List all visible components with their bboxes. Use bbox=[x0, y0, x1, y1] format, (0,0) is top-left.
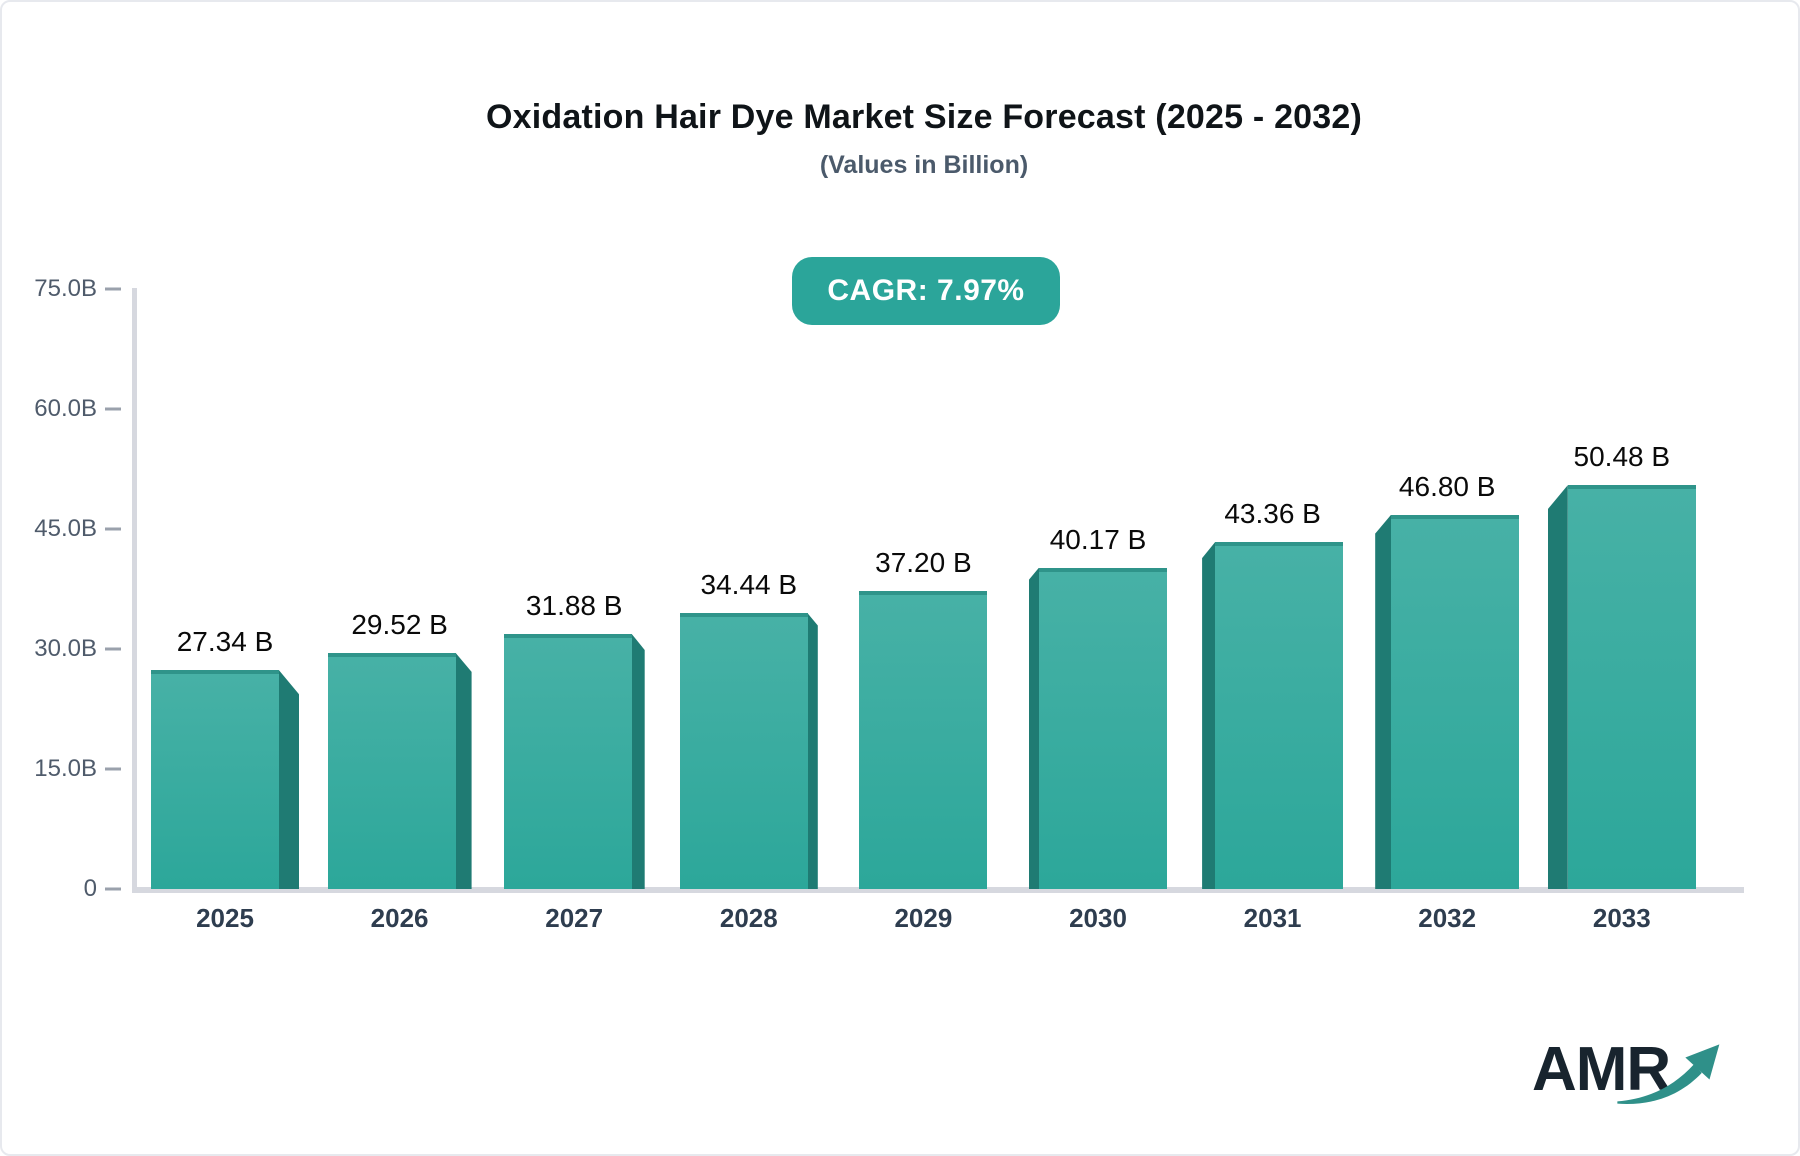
y-axis-tick-label: 75.0B bbox=[34, 275, 97, 302]
bar-value-label: 50.48 B bbox=[1573, 441, 1671, 473]
bar-side-face-2025 bbox=[279, 670, 299, 889]
y-axis-tick bbox=[105, 647, 121, 651]
y-axis-tick-label: 30.0B bbox=[34, 635, 97, 662]
bar-side-face-2028 bbox=[807, 613, 818, 889]
x-axis-label: 2025 bbox=[196, 903, 254, 933]
x-axis-label: 2030 bbox=[1069, 903, 1127, 933]
bar-2033 bbox=[1567, 485, 1696, 889]
y-axis-tick-label: 60.0B bbox=[34, 395, 97, 422]
x-axis-label: 2028 bbox=[719, 903, 778, 933]
bar-side-face-2027 bbox=[631, 633, 645, 889]
x-axis-baseline bbox=[132, 887, 1744, 893]
bar-side-face-2031 bbox=[1202, 542, 1216, 889]
bar-value-label: 29.52 B bbox=[351, 608, 448, 640]
bar-2027 bbox=[503, 633, 632, 889]
y-axis-line bbox=[132, 288, 137, 892]
x-axis-label: 2032 bbox=[1418, 903, 1477, 933]
bar-2025 bbox=[151, 670, 279, 889]
y-axis-tick bbox=[105, 407, 121, 411]
y-axis-tick-label: 0 bbox=[83, 875, 97, 902]
chart-title: Oxidation Hair Dye Market Size Forecast … bbox=[485, 98, 1363, 136]
x-axis-label: 2026 bbox=[370, 903, 429, 933]
amr-logo: AMR bbox=[1532, 1032, 1722, 1122]
bar-2031 bbox=[1215, 542, 1344, 889]
bar-side-face-2032 bbox=[1375, 514, 1392, 889]
bar-side-face-2026 bbox=[455, 652, 472, 889]
y-axis-tick bbox=[105, 887, 121, 891]
bar-value-label: 31.88 B bbox=[525, 589, 623, 621]
x-axis-label: 2029 bbox=[894, 903, 953, 933]
bar-2026 bbox=[327, 652, 456, 889]
amr-logo-text: AMR bbox=[1532, 1035, 1671, 1104]
bar-value-label: 37.20 B bbox=[875, 547, 972, 579]
bar-2029 bbox=[859, 591, 988, 889]
y-axis-tick bbox=[105, 767, 121, 771]
bar-2030 bbox=[1039, 567, 1167, 889]
y-axis-tick-label: 15.0B bbox=[34, 755, 97, 782]
cagr-badge: CAGR: 7.97% bbox=[792, 257, 1060, 325]
bar-value-label: 46.80 B bbox=[1398, 470, 1496, 502]
y-axis-tick bbox=[105, 287, 121, 291]
y-axis-tick bbox=[105, 527, 121, 531]
bar-value-label: 43.36 B bbox=[1224, 498, 1321, 530]
x-axis-label: 2027 bbox=[545, 903, 604, 933]
bar-value-label: 40.17 B bbox=[1049, 523, 1147, 555]
bar-value-label: 34.44 B bbox=[700, 569, 798, 601]
y-axis-tick-label: 45.0B bbox=[34, 515, 97, 542]
chart-subtitle: (Values in Billion) bbox=[819, 151, 1029, 179]
bar-side-face-2033 bbox=[1547, 485, 1568, 889]
bar-2032 bbox=[1391, 514, 1520, 889]
bar-side-face-2030 bbox=[1029, 567, 1039, 889]
cagr-badge-label: CAGR: 7.97% bbox=[827, 274, 1025, 307]
x-axis-label: 2033 bbox=[1592, 903, 1651, 933]
x-axis-label: 2031 bbox=[1243, 903, 1302, 933]
bar-value-label: 27.34 B bbox=[176, 626, 274, 658]
bar-2028 bbox=[679, 613, 808, 889]
growth-arrow-icon bbox=[1617, 1044, 1720, 1104]
